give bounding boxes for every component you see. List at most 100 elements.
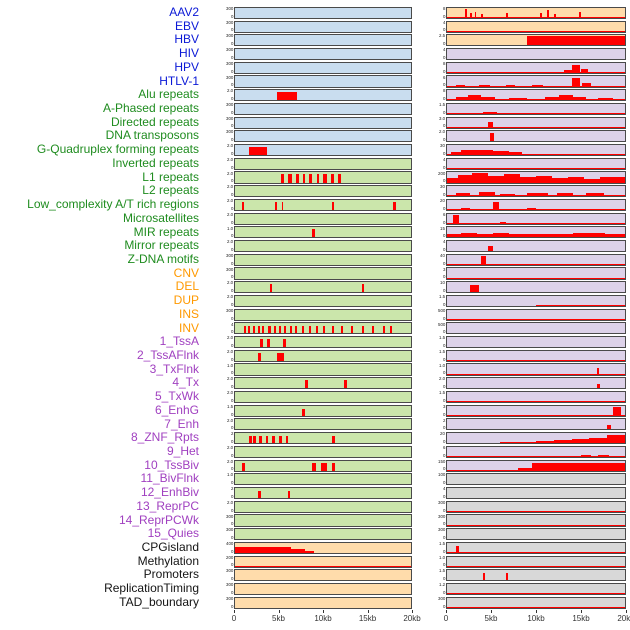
y-max-label: 4: [442, 486, 445, 492]
right-y-axis: 8 0: [416, 6, 446, 20]
track-label: INS: [178, 307, 199, 321]
signal-bar: [607, 425, 611, 430]
y-max-label: 2.0: [226, 143, 233, 149]
signal-bar: [527, 167, 572, 169]
right-track-panel: [446, 143, 626, 157]
right-y-axis: 2 0: [416, 418, 446, 432]
left-track-panel: [234, 89, 412, 102]
signal-bar: [447, 442, 501, 444]
signal-bar: [321, 462, 327, 471]
signal-bar: [282, 339, 287, 348]
y-min-label: 0: [442, 603, 445, 609]
left-y-axis: 300 0: [204, 61, 234, 75]
left-track-panel: [234, 171, 412, 184]
signal-bar: [271, 436, 275, 444]
signal-bar: [455, 193, 471, 197]
signal-bar: [382, 326, 385, 334]
y-min-label: 0: [442, 507, 445, 513]
rows: AAV2 300 0 8 0 EBV 300 0 4 0 HBV 300 0: [0, 6, 630, 610]
y-max-label: 2: [230, 486, 233, 492]
left-y-axis: 200 0: [204, 555, 234, 569]
y-max-label: 1.5: [438, 349, 445, 355]
y-max-label: 300: [225, 102, 233, 108]
left-y-axis: 400 0: [204, 541, 234, 555]
track-label: HIV: [178, 47, 199, 61]
x-tick-label: 15kb: [572, 613, 590, 623]
left-y-axis: 2.0 0: [204, 280, 234, 294]
left-y-axis: 1.0 0: [204, 226, 234, 240]
signal-bar: [509, 98, 528, 101]
signal-bar: [580, 455, 592, 457]
track-label: Low_complexity A/T rich regions: [27, 198, 199, 212]
left-y-axis: 300 0: [204, 116, 234, 130]
left-track-panel: [234, 6, 412, 19]
signal-bar: [607, 435, 625, 444]
y-min-label: 0: [442, 110, 445, 115]
track-row: INS 300 0 500 0: [0, 308, 630, 322]
right-track-panel: [446, 500, 626, 513]
y-max-label: 2.0: [226, 170, 233, 176]
right-y-axis: 1.0 0: [416, 363, 446, 377]
y-min-label: 0: [442, 13, 445, 19]
y-max-label: 1.5: [226, 404, 233, 410]
track-row: Alu repeats 2.0 0 8 0: [0, 88, 630, 102]
y-min-label: 0: [230, 137, 233, 143]
track-row: Mirror repeats 2.0 0 4 0: [0, 239, 630, 253]
right-y-axis: 2.5 0: [416, 33, 446, 47]
y-max-label: 2.0: [226, 88, 233, 94]
signal-bar: [262, 326, 265, 334]
signal-bar: [447, 566, 625, 567]
y-max-label: 300: [225, 33, 233, 39]
signal-bar: [447, 58, 625, 60]
signal-bar: [287, 173, 293, 183]
right-y-axis: 150 0: [416, 459, 446, 473]
right-track-panel: [446, 486, 626, 500]
y-min-label: 0: [230, 411, 233, 417]
signal-bar: [589, 437, 608, 444]
y-min-label: 0: [442, 55, 445, 61]
signal-bar: [573, 96, 586, 101]
signal-bar: [527, 208, 536, 210]
signal-bar: [235, 547, 292, 553]
track-label: AAV2: [169, 6, 199, 19]
y-min-label: 0: [442, 521, 445, 527]
track-row: 8_ZNF_Rpts 2 0 20 0: [0, 431, 630, 445]
signal-bar: [571, 439, 590, 444]
signal-bar: [532, 84, 544, 87]
right-track-panel: [446, 459, 626, 472]
y-min-label: 0: [230, 425, 233, 431]
signal-bar: [331, 326, 334, 334]
signal-bar: [519, 176, 536, 183]
x-axis-left: 0 5kb 10kb 15kb 20kb: [232, 609, 421, 628]
left-y-axis: 300 0: [204, 47, 234, 61]
signal-bar: [447, 387, 625, 389]
y-min-label: 0: [230, 164, 233, 170]
signal-bar: [372, 326, 375, 334]
signal-bar: [389, 326, 392, 334]
left-track-panel: [234, 404, 412, 417]
y-min-label: 0: [230, 96, 233, 102]
signal-bar: [265, 436, 269, 444]
right-y-axis: 8 0: [416, 61, 446, 75]
x-tick-mark: [412, 609, 413, 613]
y-min-label: 0: [230, 315, 233, 321]
right-y-axis: 300 0: [416, 500, 446, 514]
signal-bar: [294, 326, 297, 334]
left-track-panel: [234, 486, 412, 500]
track-row: ReplicationTiming 300 0 1.2 0: [0, 582, 630, 596]
signal-bar: [552, 178, 569, 183]
y-max-label: 2.0: [226, 500, 233, 506]
signal-bar: [344, 380, 347, 389]
signal-bar: [455, 545, 460, 553]
left-y-axis: 2 0: [204, 486, 234, 500]
right-y-axis: 15 0: [416, 226, 446, 240]
right-y-axis: 1.5 0: [416, 390, 446, 404]
right-track-panel: [446, 349, 626, 362]
y-max-label: 2.0: [226, 198, 233, 204]
signal-bar: [571, 401, 625, 403]
y-max-label: 300: [225, 308, 233, 314]
y-min-label: 0: [230, 329, 233, 335]
right-y-axis: 10 0: [416, 280, 446, 294]
track-row: 5_TxWk 2.0 0 1.5 0: [0, 390, 630, 404]
y-min-label: 0: [442, 590, 445, 596]
